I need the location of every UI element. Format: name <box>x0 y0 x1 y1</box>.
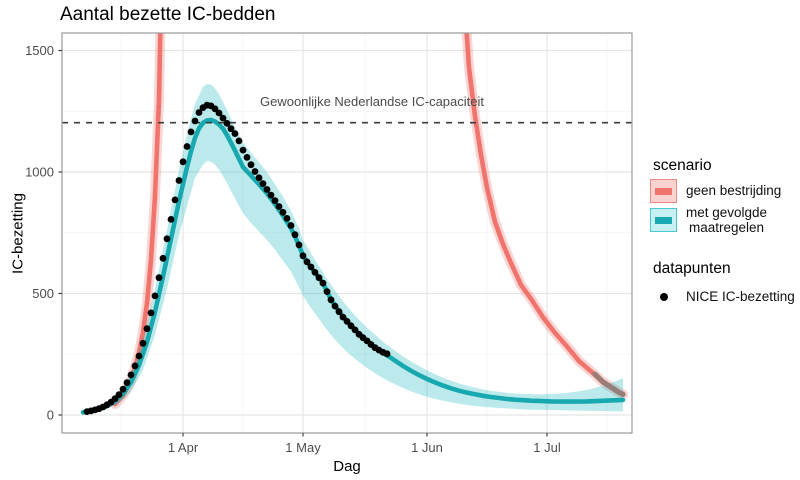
legend-label-met-line2: maatregelen <box>689 220 765 236</box>
data-point <box>327 296 335 304</box>
legend-item-geen-bestrijding: geen bestrijding <box>650 179 781 203</box>
teal-confidence-band <box>83 84 623 414</box>
data-point <box>283 215 291 222</box>
data-point <box>231 130 239 138</box>
data-point <box>251 168 259 175</box>
data-point <box>259 180 267 188</box>
y-tick-label: 500 <box>32 286 54 301</box>
data-point <box>331 302 339 310</box>
data-point <box>187 128 195 136</box>
data-point <box>319 279 327 287</box>
data-point <box>143 325 151 333</box>
axis-ticks: 0 500 1000 1500 1 Apr 1 May 1 Jun 1 Jul <box>25 43 561 455</box>
data-point <box>179 158 187 166</box>
data-point <box>235 137 243 145</box>
data-point <box>163 235 171 243</box>
data-point <box>215 109 223 117</box>
data-point <box>175 177 183 184</box>
data-point <box>131 362 139 370</box>
legend-label-met-line1: met gevolgde <box>686 205 768 220</box>
legend-item-nice-data: NICE IC-bezetting <box>650 285 795 309</box>
data-point <box>183 143 191 150</box>
data-point <box>135 352 143 360</box>
nice-data-points <box>83 101 391 415</box>
x-tick-label: 1 May <box>285 440 321 455</box>
data-point <box>219 114 227 122</box>
legend-label-geen-bestrijding: geen bestrijding <box>686 183 782 199</box>
data-point <box>271 197 279 205</box>
y-tick-label: 1000 <box>25 165 54 180</box>
data-point <box>167 216 175 223</box>
data-point <box>343 318 351 325</box>
data-point <box>315 274 323 282</box>
data-point <box>263 186 271 193</box>
legend-title-scenario: scenario <box>653 157 712 174</box>
data-point <box>255 174 263 182</box>
data-point <box>127 371 135 379</box>
legend-key-point-icon <box>650 285 677 309</box>
panel-border <box>61 32 633 434</box>
data-point <box>147 309 155 317</box>
data-point <box>247 161 255 169</box>
legend-key-teal-ribbon-icon <box>650 208 677 233</box>
legend-label-nice: NICE IC-bezetting <box>686 289 795 305</box>
y-tick-label: 0 <box>47 408 54 423</box>
data-point <box>239 146 247 154</box>
data-point <box>155 274 163 282</box>
data-point <box>307 263 315 271</box>
x-tick-label: 1 Jun <box>411 440 443 455</box>
data-point <box>299 252 307 260</box>
legend-label-met-maatregelen: met gevolgde maatregelen <box>686 205 767 235</box>
y-axis-title: IC-bezetting <box>9 193 27 274</box>
data-point <box>335 308 343 316</box>
data-point <box>227 125 235 133</box>
red-curve-gray-tip <box>592 371 626 397</box>
data-point <box>191 117 199 125</box>
data-point <box>291 231 299 239</box>
data-point <box>195 109 203 116</box>
data-point <box>243 154 251 161</box>
legend-key-red-ribbon-icon <box>650 179 677 203</box>
data-point <box>119 385 127 393</box>
x-tick-label: 1 Jul <box>533 440 561 455</box>
legend-title-datapunten: datapunten <box>653 260 731 277</box>
data-point <box>267 191 275 199</box>
data-point <box>287 222 295 229</box>
data-point <box>311 269 319 276</box>
data-point <box>123 379 131 387</box>
data-point <box>159 254 167 262</box>
data-point <box>223 120 231 127</box>
chart-title: Aantal bezette IC-bedden <box>60 4 276 25</box>
data-point <box>139 339 147 347</box>
legend: scenario geen bestrijding met gevolgde m… <box>646 0 800 480</box>
data-point <box>115 391 123 398</box>
x-tick-label: 1 Apr <box>168 440 199 455</box>
legend-item-met-maatregelen: met gevolgde maatregelen <box>650 205 767 235</box>
capacity-line-annotation: Gewoonlijke Nederlandse IC-capaciteit <box>259 94 484 109</box>
series-layer <box>80 33 628 415</box>
data-point <box>351 326 359 334</box>
data-point <box>279 208 287 216</box>
data-point <box>339 313 347 321</box>
data-point <box>323 288 331 295</box>
data-point <box>275 203 283 210</box>
data-point <box>151 292 159 300</box>
data-point <box>295 241 303 249</box>
y-tick-label: 1500 <box>25 43 54 58</box>
data-point <box>383 350 391 358</box>
x-axis-title: Dag <box>333 458 361 475</box>
data-point <box>171 196 179 204</box>
data-point <box>303 258 311 266</box>
